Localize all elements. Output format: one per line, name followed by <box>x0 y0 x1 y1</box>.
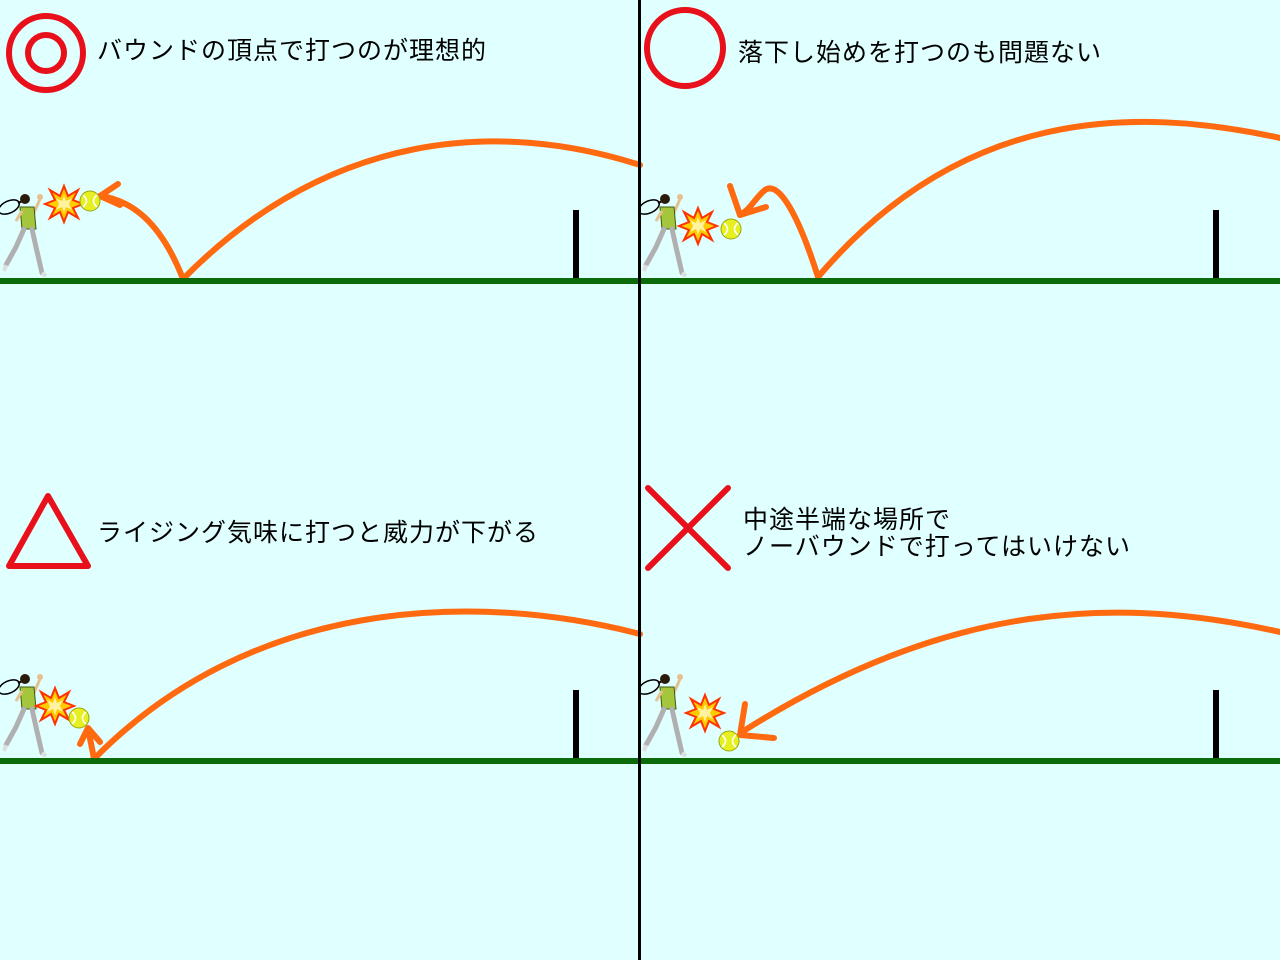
net <box>573 690 579 759</box>
net <box>573 210 579 279</box>
caption-line: 中途半端な場所で <box>743 505 952 534</box>
caption-falling: 落下し始めを打つのも問題ない <box>738 39 1102 66</box>
circle-mark <box>644 7 726 89</box>
ball-icon <box>79 190 101 212</box>
cross-mark <box>645 485 731 571</box>
impact-icon <box>44 185 84 223</box>
ball-icon <box>720 218 742 240</box>
caption-apex: バウンドの頂点で打つのが理想的 <box>97 37 487 64</box>
ball-icon <box>68 707 90 729</box>
caption-rising: ライジング気味に打つと威力が下がる <box>97 519 539 546</box>
panel-no-bounce <box>636 485 1280 759</box>
caption-line: バウンドの頂点で打つのが理想的 <box>97 36 488 65</box>
impact-icon <box>35 687 75 725</box>
net <box>1213 690 1219 759</box>
ball-icon <box>718 730 740 752</box>
trajectory-rising <box>85 608 643 762</box>
caption-line: 落下し始めを打つのも問題ない <box>738 38 1103 67</box>
panel-rising <box>0 493 643 762</box>
arrowhead-icon <box>97 181 123 208</box>
caption-no-bounce: 中途半端な場所で ノーバウンドで打ってはいけない <box>743 506 1131 560</box>
triangle-mark <box>6 493 91 569</box>
caption-line: ノーバウンドで打ってはいけない <box>743 532 1132 561</box>
arrowhead-icon <box>77 725 103 747</box>
panel-falling <box>636 7 1280 280</box>
impact-icon <box>685 694 725 732</box>
arrowhead-icon <box>737 701 777 741</box>
caption-line: ライジング気味に打つと威力が下がる <box>97 518 540 547</box>
trajectory-falling <box>737 118 1280 280</box>
panel-apex <box>0 13 643 282</box>
trajectory-apex <box>97 138 643 282</box>
impact-icon <box>678 207 718 245</box>
panel-divider <box>638 0 641 960</box>
double-circle-mark <box>6 13 86 93</box>
trajectory-no-bounce <box>739 609 1280 735</box>
arrowhead-icon <box>727 183 769 218</box>
net <box>1213 210 1219 279</box>
